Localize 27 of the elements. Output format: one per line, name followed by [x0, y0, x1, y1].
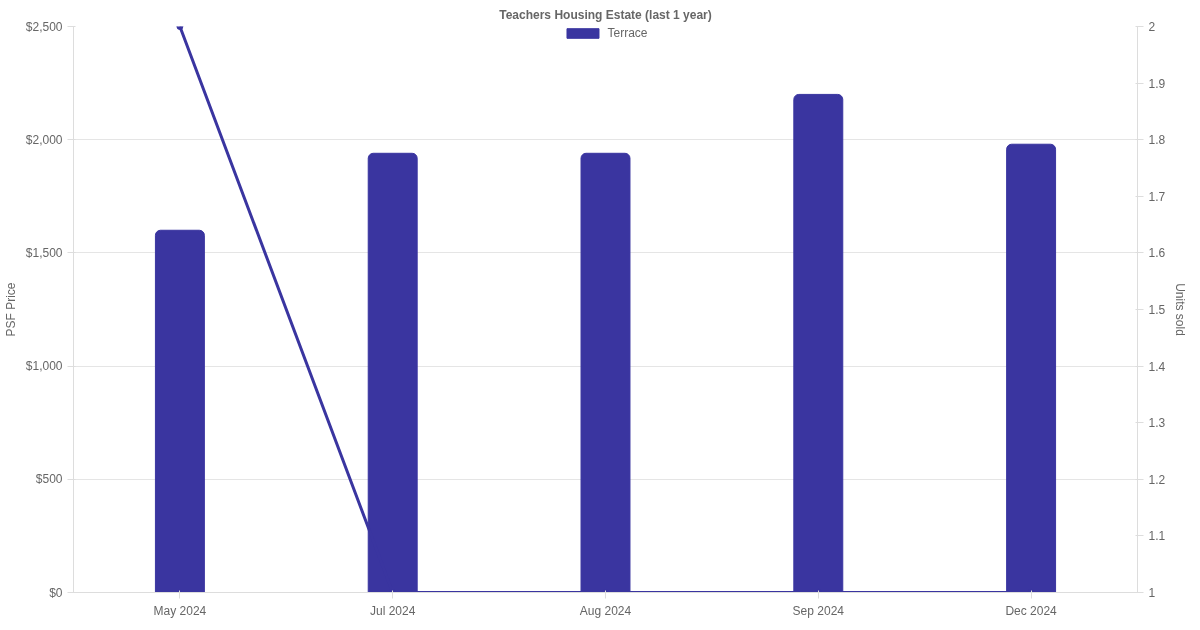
y-tick-label: $1,000 [25, 359, 63, 374]
y2-tick-label: 2 [1148, 20, 1156, 34]
y2-tick-label: 1 [1148, 586, 1156, 600]
y2-tick-label: 1.3 [1148, 416, 1166, 431]
x-tick-label: Sep 2024 [792, 603, 845, 618]
y2-tick-label: 1.8 [1148, 133, 1166, 148]
y-tick-label: $0 [49, 585, 63, 600]
y2-tick-label: 1.5 [1148, 303, 1166, 317]
x-tick-label: Dec 2024 [1005, 603, 1058, 618]
y-tick-label: $500 [35, 472, 63, 487]
bar [154, 229, 205, 593]
legend-label: Terrace [607, 26, 648, 40]
y2-tick-label: 1.2 [1148, 472, 1166, 487]
y-tick-label: $2,000 [25, 132, 63, 147]
x-tick-label: Jul 2024 [370, 603, 416, 618]
y2-tick-label: 1.1 [1148, 529, 1166, 544]
y2-axis-title: Units sold [1173, 283, 1188, 336]
x-tick-label: May 2024 [153, 603, 207, 618]
chart-title: Teachers Housing Estate (last 1 year) [499, 7, 712, 22]
y2-tick-label: 1.7 [1148, 189, 1166, 204]
y-tick-label: $1,500 [25, 245, 63, 260]
y-tick-label: $2,500 [25, 19, 63, 34]
y2-tick-label: 1.4 [1148, 359, 1166, 374]
y2-tick-label: 1.9 [1148, 76, 1166, 91]
y-axis-title: PSF Price [3, 282, 18, 337]
x-tick-label: Aug 2024 [579, 603, 632, 618]
y2-tick-label: 1.6 [1148, 246, 1166, 261]
